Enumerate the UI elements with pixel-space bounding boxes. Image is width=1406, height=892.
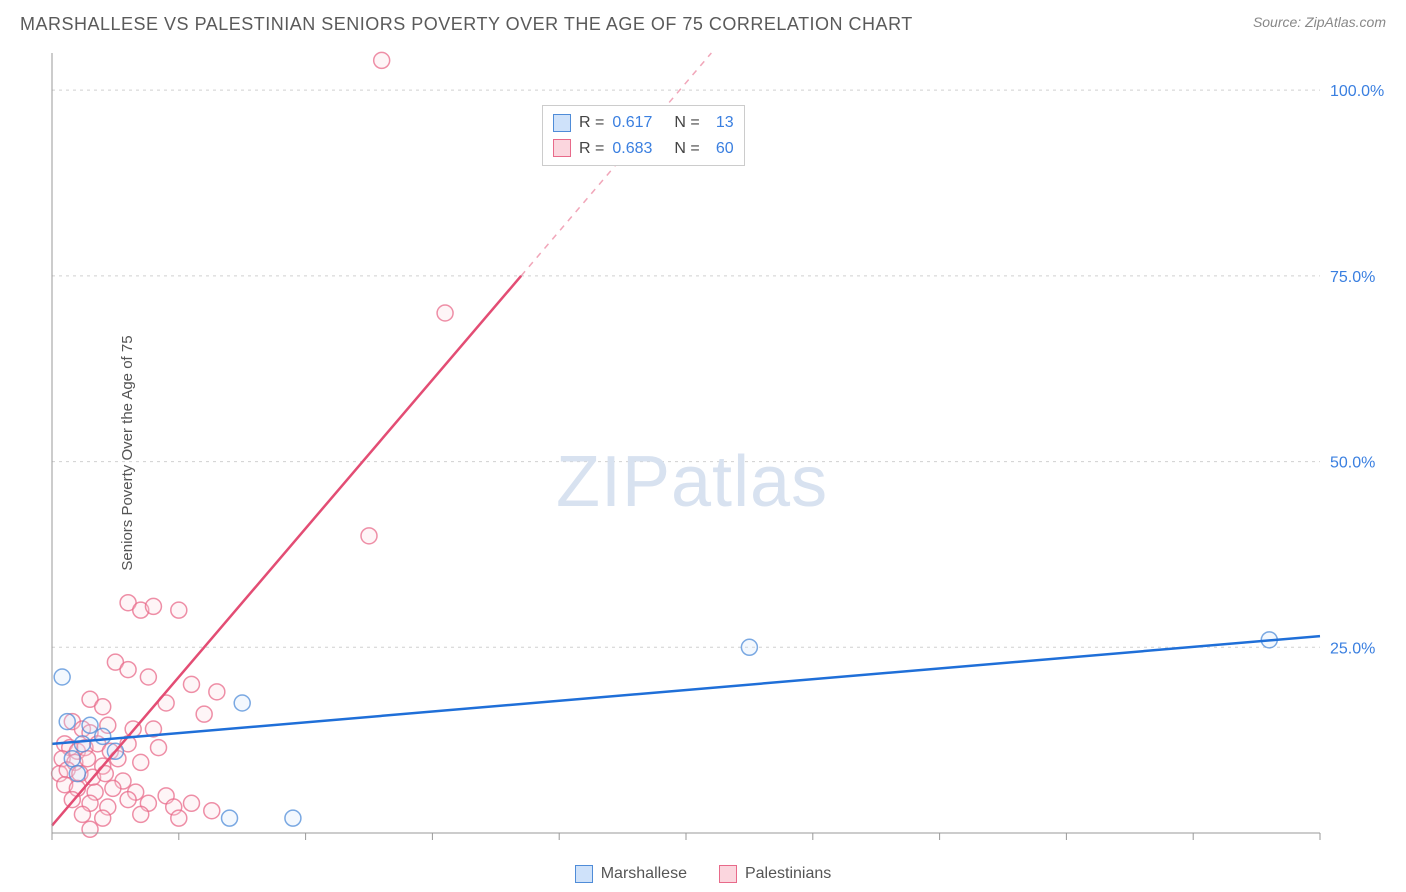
r-label: R =: [579, 136, 604, 162]
palestinians-point: [95, 810, 111, 826]
palestinians-point: [145, 598, 161, 614]
marshallese-point: [59, 714, 75, 730]
palestinians-point: [171, 602, 187, 618]
n-label: N =: [674, 110, 699, 136]
palestinians-point: [196, 706, 212, 722]
legend-label: Palestinians: [745, 865, 831, 883]
n-value: 13: [708, 110, 734, 136]
palestinians-point: [80, 751, 96, 767]
r-value: 0.683: [612, 136, 666, 162]
palestinians-point: [361, 528, 377, 544]
palestinians-point: [105, 780, 121, 796]
y-tick-label: 50.0%: [1330, 455, 1375, 472]
palestinians-point: [133, 806, 149, 822]
r-label: R =: [579, 110, 604, 136]
marshallese-point: [82, 717, 98, 733]
palestinians-point: [95, 699, 111, 715]
trend-line: [52, 636, 1320, 744]
marshallese-point: [741, 639, 757, 655]
palestinians-point: [74, 806, 90, 822]
correlation-stats-box: R = 0.617 N = 13 R = 0.683 N = 60: [542, 105, 745, 166]
series-swatch: [553, 114, 571, 132]
marshallese-point: [285, 810, 301, 826]
legend-swatch: [719, 865, 737, 883]
marshallese-point: [222, 810, 238, 826]
marshallese-point: [234, 695, 250, 711]
source-attribution: Source: ZipAtlas.com: [1253, 14, 1386, 30]
y-axis-label: Seniors Poverty Over the Age of 75: [119, 335, 136, 570]
legend-label: Marshallese: [601, 865, 687, 883]
palestinians-point: [171, 810, 187, 826]
marshallese-point: [64, 751, 80, 767]
palestinians-point: [151, 740, 167, 756]
palestinians-point: [374, 52, 390, 68]
marshallese-point: [74, 736, 90, 752]
palestinians-point: [183, 676, 199, 692]
n-label: N =: [674, 136, 699, 162]
palestinians-point: [437, 305, 453, 321]
stats-row: R = 0.683 N = 60: [553, 136, 734, 162]
palestinians-point: [204, 803, 220, 819]
n-value: 60: [708, 136, 734, 162]
marshallese-point: [95, 728, 111, 744]
y-tick-label: 75.0%: [1330, 269, 1375, 286]
chart-title: MARSHALLESE VS PALESTINIAN SENIORS POVER…: [20, 14, 913, 35]
palestinians-point: [140, 669, 156, 685]
y-tick-label: 100.0%: [1330, 83, 1384, 100]
palestinians-point: [183, 795, 199, 811]
marshallese-point: [54, 669, 70, 685]
series-swatch: [553, 139, 571, 157]
stats-row: R = 0.617 N = 13: [553, 110, 734, 136]
palestinians-point: [82, 821, 98, 837]
chart-container: Seniors Poverty Over the Age of 75 ZIPat…: [0, 43, 1406, 863]
legend-item: Marshallese: [575, 865, 687, 883]
legend-item: Palestinians: [719, 865, 831, 883]
palestinians-point: [120, 662, 136, 678]
y-tick-label: 25.0%: [1330, 640, 1375, 657]
palestinians-point: [120, 792, 136, 808]
series-legend: Marshallese Palestinians: [0, 863, 1406, 883]
chart-header: MARSHALLESE VS PALESTINIAN SENIORS POVER…: [0, 0, 1406, 43]
legend-swatch: [575, 865, 593, 883]
palestinians-point: [133, 754, 149, 770]
r-value: 0.617: [612, 110, 666, 136]
marshallese-point: [69, 766, 85, 782]
palestinians-point: [209, 684, 225, 700]
